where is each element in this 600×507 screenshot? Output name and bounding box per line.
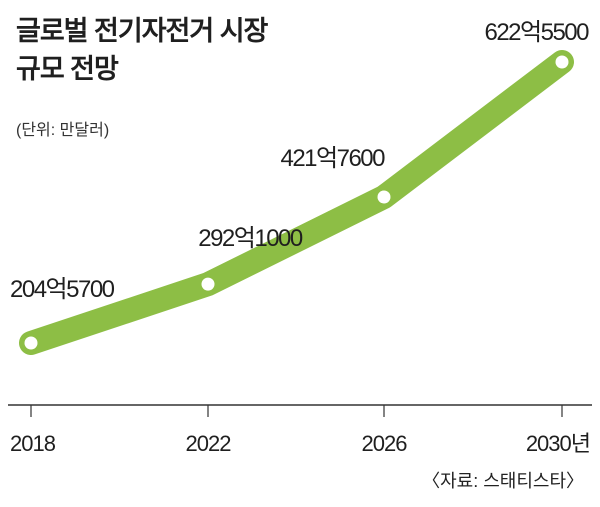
data-value-label: 421억7600 bbox=[280, 145, 385, 172]
data-point bbox=[377, 190, 391, 204]
data-value-label: 292억1000 bbox=[198, 225, 303, 252]
chart-title-line-2: 규모 전망 bbox=[16, 54, 119, 84]
data-value-label: 622억5500 bbox=[484, 19, 589, 46]
unit-label: (단위: 만달러) bbox=[16, 122, 110, 139]
source-note: 〈자료: 스태티스타〉 bbox=[422, 471, 584, 491]
series-line bbox=[19, 50, 574, 355]
data-marker-layer bbox=[24, 55, 569, 350]
value-label-layer: 204억5700 292억1000 421억7600 622억5500 bbox=[10, 19, 591, 303]
x-tick-label: 2026 bbox=[362, 431, 408, 456]
x-tick-label: 2030년 bbox=[526, 431, 590, 456]
data-point bbox=[201, 277, 215, 291]
data-value-label: 204억5700 bbox=[10, 276, 115, 303]
series-line-layer bbox=[19, 50, 574, 355]
x-tick-label: 2018 bbox=[10, 431, 56, 456]
data-point bbox=[24, 336, 38, 350]
data-point bbox=[555, 55, 569, 69]
chart-title: 글로벌 전기자전거 시장 규모 전망 bbox=[16, 12, 268, 88]
x-tick-label: 2022 bbox=[186, 431, 232, 456]
x-axis: 2018 2022 2026 2030년 bbox=[8, 404, 592, 456]
chart-title-line-1: 글로벌 전기자전거 시장 bbox=[16, 16, 268, 46]
